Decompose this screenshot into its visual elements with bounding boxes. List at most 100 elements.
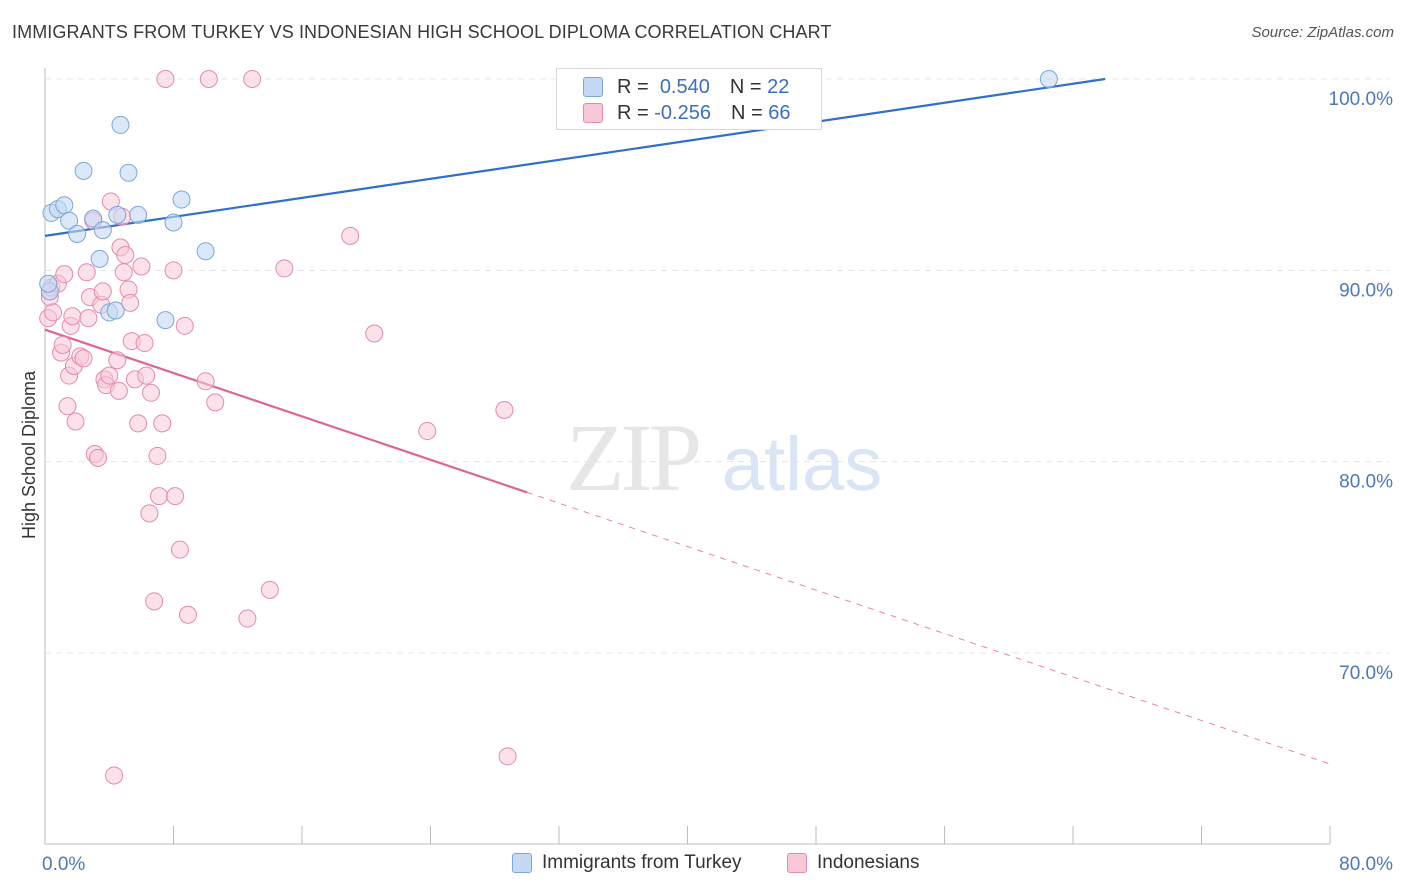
legend-swatch-pink	[787, 853, 807, 873]
point-turkey	[156, 311, 175, 330]
point-indonesians	[156, 70, 175, 88]
watermark-atlas: atlas	[722, 422, 883, 507]
axes	[44, 68, 1331, 845]
point-indonesians	[145, 592, 164, 611]
source-label: Source: ZipAtlas.com	[1251, 24, 1394, 41]
point-turkey	[1039, 70, 1058, 88]
legend-row-turkey: R = 0.540 N = 22	[583, 75, 789, 99]
point-turkey	[55, 196, 74, 215]
point-indonesians	[137, 366, 156, 385]
point-indonesians	[93, 282, 112, 301]
point-turkey	[196, 242, 215, 261]
point-turkey	[119, 163, 138, 182]
legend-swatch-blue	[583, 77, 603, 97]
point-indonesians	[53, 335, 72, 354]
point-indonesians	[153, 414, 172, 433]
point-indonesians	[74, 349, 93, 368]
legend-item-turkey[interactable]: Immigrants from Turkey	[512, 852, 742, 874]
point-turkey	[164, 213, 183, 232]
chart-title: IMMIGRANTS FROM TURKEY VS INDONESIAN HIG…	[12, 22, 832, 42]
point-indonesians	[77, 263, 96, 282]
y-axis-label: High School Diploma	[19, 370, 39, 539]
point-indonesians	[275, 259, 294, 278]
point-indonesians	[206, 393, 225, 412]
point-indonesians	[105, 766, 124, 785]
point-turkey	[93, 221, 112, 240]
point-indonesians	[238, 609, 257, 628]
point-indonesians	[178, 605, 197, 624]
point-turkey	[90, 249, 109, 268]
legend-swatch-pink	[583, 103, 603, 123]
point-indonesians	[495, 401, 514, 420]
legend-label: Indonesians	[817, 852, 920, 873]
point-indonesians	[63, 307, 82, 326]
r-label: R =	[617, 101, 649, 124]
point-turkey	[84, 209, 103, 228]
point-indonesians	[116, 246, 135, 265]
y-tick-label: 80.0%	[1339, 472, 1393, 493]
point-indonesians	[365, 324, 384, 343]
point-indonesians	[243, 70, 262, 88]
legend-swatch-blue	[512, 853, 532, 873]
legend-row-indonesians: R = -0.256 N = 66	[583, 101, 790, 125]
point-indonesians	[79, 309, 98, 328]
point-turkey	[39, 274, 58, 293]
r-label: R =	[617, 75, 649, 98]
x-tick-label: 0.0%	[42, 854, 85, 875]
point-indonesians	[135, 334, 154, 353]
point-indonesians	[142, 383, 161, 402]
legend-item-indonesians[interactable]: Indonesians	[787, 852, 919, 874]
point-indonesians	[498, 747, 517, 766]
point-indonesians	[109, 381, 128, 400]
point-turkey	[74, 161, 93, 180]
grid	[45, 78, 1390, 654]
y-tick-label: 70.0%	[1339, 663, 1393, 684]
point-turkey	[60, 211, 79, 230]
y-tick-label: 90.0%	[1339, 280, 1393, 301]
n-value: 22	[767, 75, 790, 98]
point-turkey	[111, 115, 130, 134]
point-indonesians	[166, 487, 185, 506]
r-value: 0.540	[659, 75, 710, 98]
point-indonesians	[196, 372, 215, 391]
tick-labels: 70.0% 80.0% 90.0% 100.0% 0.0% 80.0%	[42, 89, 1393, 875]
point-indonesians	[260, 580, 279, 599]
trend-line-indonesians-extrapolated	[526, 491, 1331, 765]
point-indonesians	[55, 265, 74, 284]
n-value: 66	[768, 101, 791, 124]
legend-label: Immigrants from Turkey	[542, 852, 742, 873]
point-indonesians	[341, 226, 360, 245]
point-turkey	[172, 190, 191, 209]
point-indonesians	[132, 257, 151, 276]
r-value: -0.256	[654, 101, 711, 124]
n-label: N =	[729, 75, 762, 98]
point-indonesians	[199, 70, 218, 88]
point-indonesians	[418, 422, 437, 441]
watermark-zip: ZIP	[566, 404, 699, 511]
point-turkey	[68, 224, 87, 243]
point-indonesians	[129, 414, 148, 433]
point-indonesians	[58, 397, 77, 416]
point-indonesians	[140, 504, 159, 523]
point-indonesians	[164, 261, 183, 280]
point-indonesians	[148, 446, 167, 465]
point-indonesians	[121, 293, 140, 312]
point-indonesians	[108, 351, 127, 370]
point-indonesians	[170, 540, 189, 559]
point-indonesians	[114, 263, 133, 282]
point-indonesians	[44, 303, 63, 322]
n-label: N =	[730, 101, 763, 124]
point-turkey	[106, 301, 125, 320]
x-tick-label: 80.0%	[1339, 854, 1393, 875]
point-indonesians	[175, 316, 194, 335]
point-indonesians	[66, 412, 85, 431]
data-points	[39, 70, 1058, 785]
point-turkey	[108, 205, 127, 224]
correlation-legend: R = 0.540 N = 22 R = -0.256 N = 66	[556, 68, 822, 130]
point-indonesians	[89, 448, 108, 467]
point-indonesians	[150, 487, 169, 506]
point-indonesians	[100, 366, 119, 385]
series-legend: Immigrants from Turkey Indonesians	[0, 852, 1406, 878]
point-turkey	[129, 205, 148, 224]
